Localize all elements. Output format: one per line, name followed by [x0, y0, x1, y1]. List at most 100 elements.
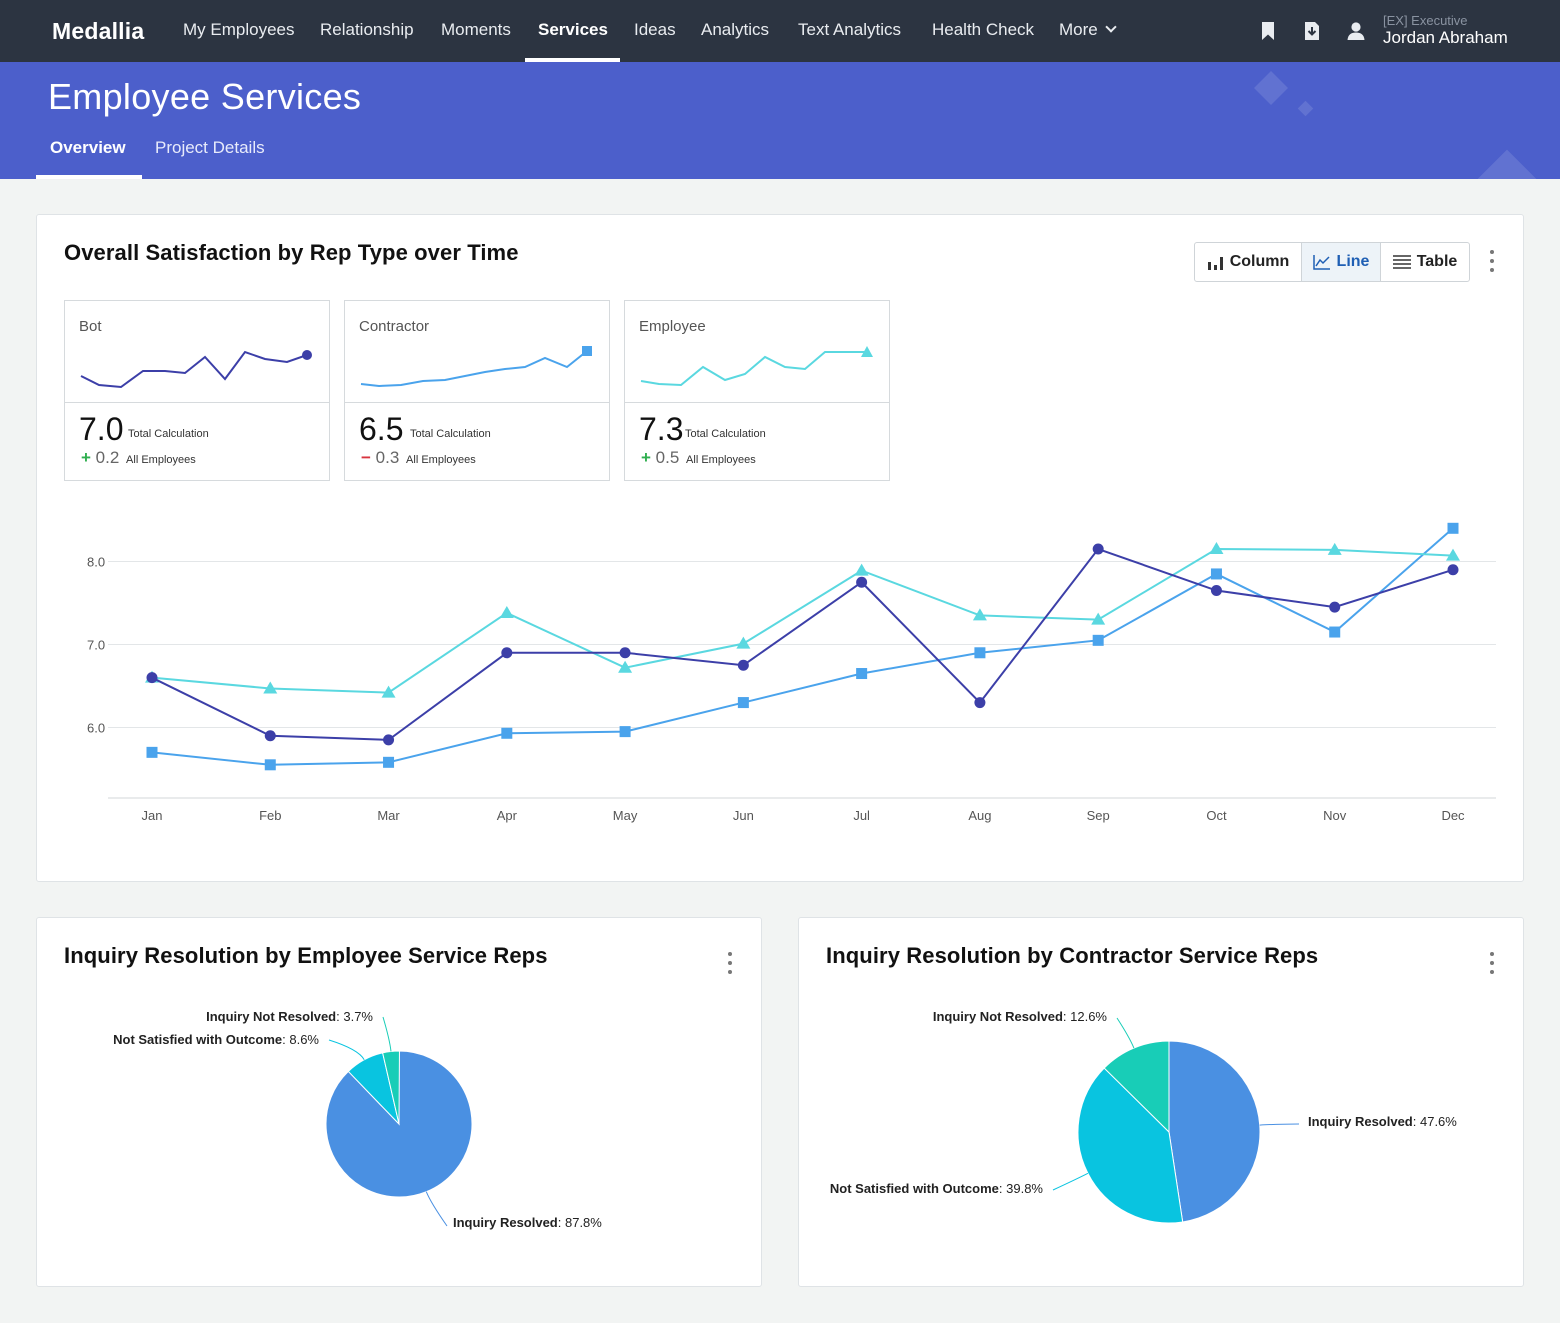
- kpi-delta-value: 0.2: [95, 448, 120, 467]
- kpi-value-label: Total Calculation: [685, 428, 766, 440]
- kpi-label: Employee: [639, 318, 706, 335]
- data-point-employee[interactable]: [854, 563, 869, 576]
- data-point-contractor[interactable]: [1447, 522, 1459, 534]
- nav-item-moments[interactable]: Moments: [441, 20, 511, 39]
- data-point-employee[interactable]: [381, 685, 396, 698]
- satisfaction-card-menu-icon[interactable]: [1489, 250, 1495, 276]
- data-point-contractor[interactable]: [383, 756, 395, 768]
- data-point-bot[interactable]: [1092, 543, 1104, 555]
- pie-label-name: Inquiry Not Resolved: [206, 1009, 336, 1024]
- data-point-employee[interactable]: [618, 660, 633, 673]
- data-point-contractor[interactable]: [974, 647, 986, 659]
- pie-connector: [1116, 1017, 1135, 1049]
- x-tick-label: Jun: [733, 808, 754, 823]
- nav-item-text-analytics[interactable]: Text Analytics: [798, 20, 901, 39]
- data-point-contractor[interactable]: [501, 727, 513, 739]
- pie-slice-inquiry-resolved[interactable]: [1168, 1040, 1261, 1223]
- x-tick-label: Jan: [142, 808, 163, 823]
- user-name[interactable]: Jordan Abraham: [1383, 28, 1508, 47]
- data-point-employee[interactable]: [1327, 542, 1342, 555]
- series-line-employee: [151, 548, 1454, 694]
- data-point-employee[interactable]: [972, 608, 987, 621]
- kpi-tile-bot[interactable]: Bot 7.0 Total Calculation + 0.2 All Empl…: [64, 300, 330, 481]
- data-point-bot[interactable]: [146, 672, 158, 684]
- data-point-contractor[interactable]: [264, 759, 276, 771]
- page-header: Employee Services Overview Project Detai…: [0, 62, 1560, 179]
- series-line-bot: [151, 547, 1454, 741]
- kpi-divider: [345, 402, 609, 403]
- kpi-delta: + 0.5 All Employees: [641, 448, 756, 468]
- pie-label-name: Not Satisfied with Outcome: [113, 1032, 282, 1047]
- pie-label: Not Satisfied with Outcome: 8.6%: [113, 1032, 319, 1047]
- kpi-divider: [65, 402, 329, 403]
- series-line-contractor: [151, 527, 1454, 766]
- nav-item-analytics[interactable]: Analytics: [701, 20, 770, 39]
- header-decoration: [1254, 71, 1288, 105]
- contractor-card-menu-icon[interactable]: [1489, 952, 1495, 978]
- pie-label-value: 3.7%: [343, 1009, 373, 1024]
- data-point-contractor[interactable]: [146, 746, 158, 758]
- x-tick-label: May: [613, 808, 638, 823]
- pie-label-value: 87.8%: [565, 1215, 602, 1230]
- kpi-sparkline-employee: [640, 346, 873, 387]
- nav-item-ideas[interactable]: Ideas: [634, 20, 676, 39]
- data-point-employee[interactable]: [499, 605, 514, 618]
- nav-item-health-check[interactable]: Health Check: [932, 20, 1035, 39]
- data-point-bot[interactable]: [383, 734, 395, 746]
- kpi-delta: − 0.3 All Employees: [361, 448, 476, 468]
- data-point-employee[interactable]: [263, 681, 278, 694]
- nav-item-my-employees[interactable]: My Employees: [183, 20, 295, 39]
- nav-item-more[interactable]: More: [1059, 20, 1117, 40]
- data-point-bot[interactable]: [264, 730, 276, 742]
- kpi-tile-employee[interactable]: Employee 7.3 Total Calculation + 0.5 All…: [624, 300, 890, 481]
- data-point-bot[interactable]: [1447, 564, 1459, 576]
- data-point-employee[interactable]: [736, 636, 751, 649]
- tab-project-details[interactable]: Project Details: [155, 138, 265, 157]
- column-view-button[interactable]: Column: [1195, 243, 1302, 281]
- employee-card-menu-icon[interactable]: [727, 952, 733, 978]
- nav-active-indicator: [525, 58, 620, 62]
- data-point-employee[interactable]: [1446, 548, 1460, 561]
- line-view-button[interactable]: Line: [1302, 243, 1381, 281]
- x-tick-label: Mar: [377, 808, 400, 823]
- x-tick-label: Nov: [1323, 808, 1347, 823]
- data-point-contractor[interactable]: [737, 697, 749, 709]
- data-point-contractor[interactable]: [1092, 634, 1104, 646]
- data-point-contractor[interactable]: [619, 726, 631, 738]
- kpi-sparkline-bot: [80, 350, 312, 389]
- data-point-contractor[interactable]: [1210, 568, 1222, 580]
- table-view-button[interactable]: Table: [1381, 243, 1469, 281]
- data-point-contractor[interactable]: [856, 668, 868, 680]
- tab-active-indicator: [36, 175, 142, 179]
- data-point-bot[interactable]: [619, 647, 631, 659]
- column-chart-icon: [1207, 257, 1223, 270]
- nav-item-services[interactable]: Services: [538, 20, 608, 39]
- data-point-bot[interactable]: [1210, 585, 1222, 597]
- x-tick-label: Feb: [259, 808, 281, 823]
- kpi-delta-label: All Employees: [126, 454, 196, 466]
- data-point-bot[interactable]: [501, 647, 513, 659]
- y-tick-label: 7.0: [87, 637, 105, 652]
- pie-label-separator: :: [999, 1181, 1006, 1196]
- x-tick-label: Sep: [1087, 808, 1110, 823]
- tab-overview[interactable]: Overview: [50, 138, 126, 157]
- data-point-employee[interactable]: [1091, 612, 1106, 625]
- bookmark-icon[interactable]: [1257, 20, 1279, 42]
- kpi-tile-contractor[interactable]: Contractor 6.5 Total Calculation − 0.3 A…: [344, 300, 610, 481]
- kpi-delta: + 0.2 All Employees: [81, 448, 196, 468]
- data-point-bot[interactable]: [974, 697, 986, 709]
- pie-label-value: 12.6%: [1070, 1009, 1107, 1024]
- medallia-logo[interactable]: Medallia: [52, 18, 145, 44]
- chevron-down-icon: [1105, 21, 1117, 33]
- more-label: More: [1059, 20, 1098, 39]
- data-point-bot[interactable]: [1329, 601, 1341, 613]
- download-icon[interactable]: [1301, 20, 1323, 42]
- data-point-bot[interactable]: [737, 659, 749, 671]
- pie-label-name: Inquiry Resolved: [1308, 1114, 1413, 1129]
- data-point-contractor[interactable]: [1329, 626, 1341, 638]
- data-point-bot[interactable]: [856, 576, 868, 588]
- pie-slice-not-satisfied-with-outcome[interactable]: [1077, 1067, 1184, 1224]
- nav-item-relationship[interactable]: Relationship: [320, 20, 414, 39]
- data-point-employee[interactable]: [1209, 542, 1224, 555]
- user-icon[interactable]: [1345, 20, 1367, 42]
